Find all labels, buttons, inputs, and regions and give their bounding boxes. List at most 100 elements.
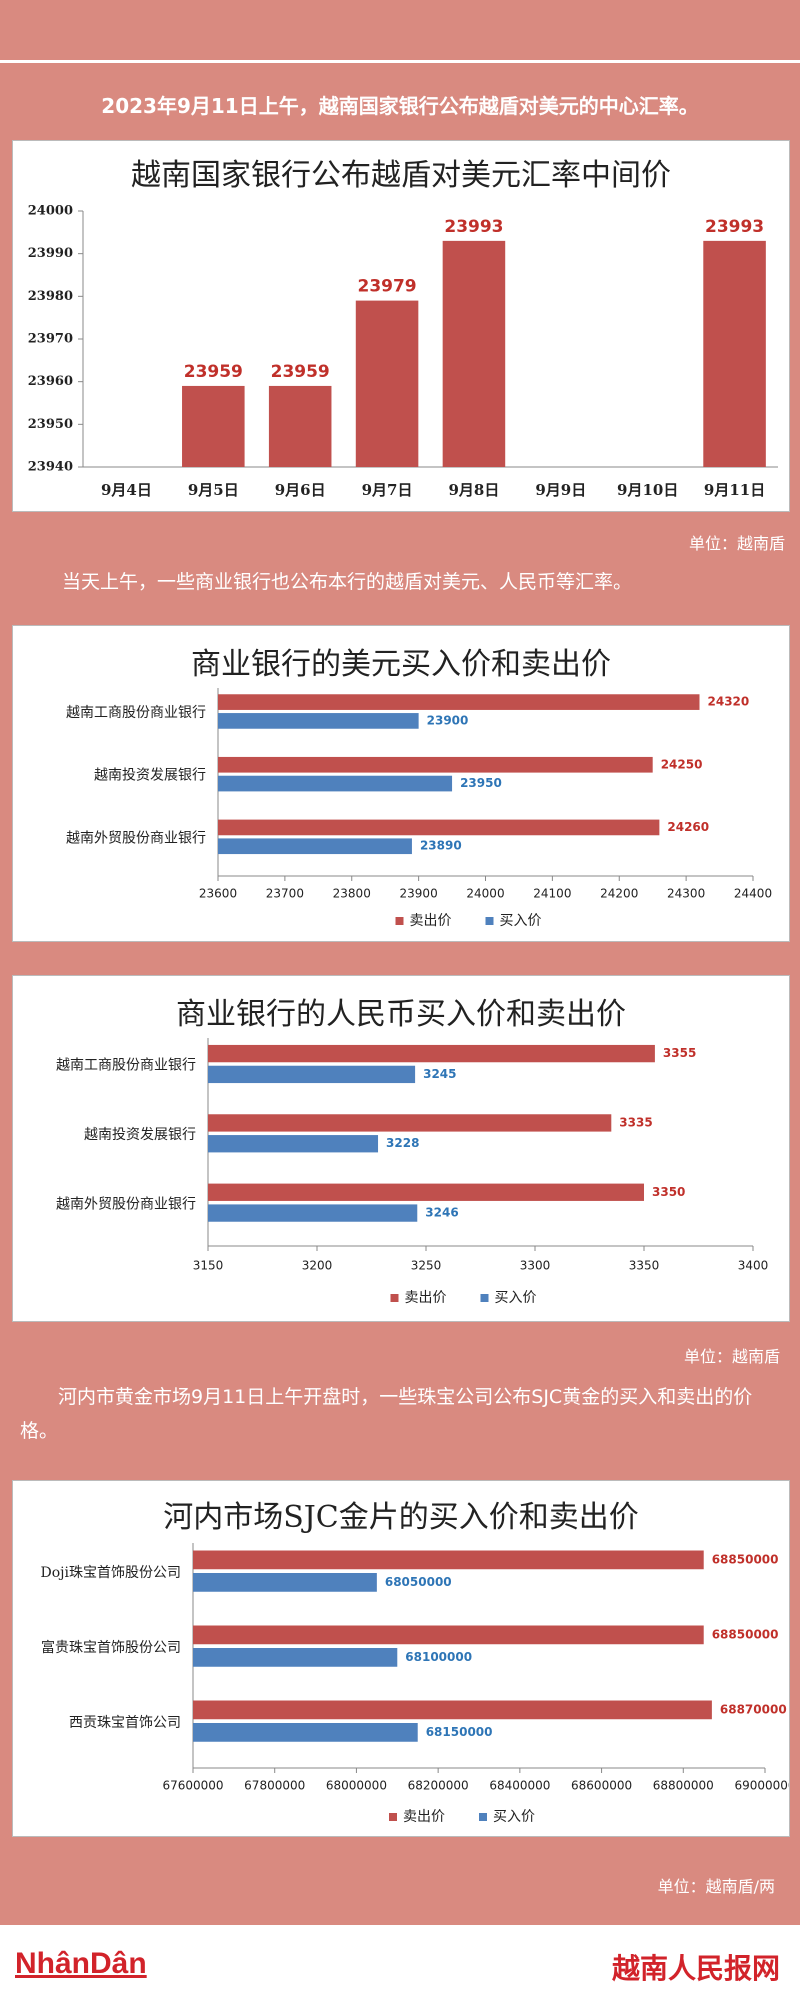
logo: 越南人民报网 — [611, 1952, 780, 1985]
bar — [208, 1044, 655, 1063]
y-tick-label: Doji珠宝首饰股份公司 — [41, 1565, 181, 1581]
x-tick-label: 68600000 — [571, 1779, 632, 1793]
bar — [193, 1723, 418, 1742]
chart: 河内市场SJC金片的买入价和卖出价 67600000 67800000 6800000… — [41, 1500, 796, 1825]
x-tick-label: 3300 — [520, 1259, 551, 1273]
y-tick-label: 富贵珠宝首饰股份公司 — [41, 1639, 181, 1656]
legend-label: 卖出价 — [403, 1809, 445, 1825]
x-tick-label: 68000000 — [326, 1779, 387, 1793]
legend-label: 买入价 — [500, 913, 542, 929]
y-tick-label: 23950 — [28, 417, 73, 432]
bar — [218, 756, 653, 773]
data-label: 23950 — [460, 776, 502, 790]
data-label: 23993 — [705, 217, 764, 237]
legend-label: 卖出价 — [410, 913, 452, 929]
unit-note: 单位：越南盾 — [688, 534, 785, 553]
bar — [218, 694, 700, 710]
legend-swatch — [390, 1294, 399, 1302]
legend-swatch — [395, 917, 404, 925]
bar — [208, 1065, 416, 1084]
x-tick-label: 67600000 — [162, 1779, 223, 1793]
x-tick-label: 9月11日 — [704, 481, 765, 499]
chart-box: 河内市场SJC金片的买入价和卖出价 67600000 67800000 6800000… — [12, 1480, 796, 1837]
paragraph: 河内市黄金市场9月11日上午开盘时，一些珠宝公司公布SJC黄金的买入和卖出的价格… — [20, 1386, 753, 1442]
y-tick-label: 越南投资发展银行 — [84, 1127, 196, 1143]
bar — [218, 819, 660, 836]
bar — [268, 385, 332, 467]
bar — [193, 1550, 704, 1570]
legend-label: 买入价 — [495, 1290, 537, 1306]
x-tick-label: 68400000 — [489, 1779, 550, 1793]
x-tick-label: 24400 — [734, 887, 772, 901]
x-tick-label: 3200 — [302, 1259, 333, 1273]
y-tick-label: 越南投资发展银行 — [94, 768, 206, 784]
data-label: 23890 — [420, 839, 462, 853]
top-rule — [0, 60, 800, 63]
unit-note: 单位：越南盾/两 — [657, 1877, 775, 1896]
y-tick-label: 越南工商股份商业银行 — [66, 705, 206, 721]
x-tick-label: 24100 — [533, 887, 571, 901]
data-label: 68150000 — [426, 1725, 493, 1739]
legend-swatch — [479, 1813, 487, 1821]
chart: 越南国家银行公布越盾对美元汇率中间价 23940 23950 23960 23970 23… — [28, 158, 778, 499]
bar — [208, 1183, 644, 1201]
chart-title: 河内市场SJC金片的买入价和卖出价 — [163, 1500, 639, 1535]
x-tick-label: 9月6日 — [275, 481, 326, 499]
x-tick-label: 23900 — [400, 887, 438, 901]
bar — [442, 240, 506, 467]
x-tick-label: 67800000 — [244, 1779, 305, 1793]
x-tick-label: 69000000 — [734, 1779, 789, 1793]
chart-box: 商业银行的人民币买入价和卖出价 3150 3200 3250 3300 3350 3400 越… — [12, 975, 790, 1322]
y-tick-label: 越南外贸股份商业银行 — [56, 1196, 196, 1212]
x-tick-label: 24000 — [466, 887, 504, 901]
chart: 商业银行的美元买入价和卖出价 23600 23700 23800 23900 24000 2… — [66, 647, 772, 929]
data-label: 23959 — [184, 362, 243, 382]
data-label: 68100000 — [405, 1650, 472, 1664]
data-label: 24320 — [708, 695, 750, 709]
legend-swatch — [485, 917, 494, 925]
x-tick-label: 9月4日 — [101, 481, 152, 499]
bar — [218, 838, 412, 855]
y-tick-label: 24000 — [28, 204, 73, 219]
data-label: 3335 — [619, 1115, 652, 1129]
data-label: 23993 — [444, 217, 503, 237]
y-tick-label: 23970 — [28, 332, 73, 347]
bar — [218, 775, 453, 792]
legend-label: 卖出价 — [405, 1290, 447, 1306]
x-tick-label: 24200 — [600, 887, 638, 901]
x-tick-label: 68800000 — [653, 1779, 714, 1793]
data-label: 3228 — [386, 1136, 419, 1150]
data-label: 68050000 — [385, 1575, 452, 1589]
bar — [703, 240, 766, 467]
unit-note: 单位：越南盾 — [683, 1347, 780, 1366]
bar — [208, 1135, 379, 1153]
data-label: 23900 — [427, 713, 469, 727]
x-tick-label: 3350 — [629, 1259, 660, 1273]
x-tick-label: 9月7日 — [362, 481, 413, 499]
data-label: 68870000 — [720, 1702, 787, 1716]
footer: NhânDân 越南人民报网 — [0, 1925, 800, 2000]
data-label: 24260 — [667, 820, 709, 834]
y-tick-label: 西贡珠宝首饰公司 — [69, 1715, 181, 1731]
y-tick-label: 23960 — [28, 374, 73, 389]
data-label: 3245 — [423, 1067, 456, 1081]
x-tick-label: 9月5日 — [188, 481, 239, 499]
chart: 商业银行的人民币买入价和卖出价 3150 3200 3250 3300 3350 3400 越… — [56, 997, 769, 1306]
bar — [193, 1648, 398, 1667]
bar — [193, 1625, 704, 1645]
paragraph: 当天上午，一些商业银行也公布本行的越盾对美元、人民币等汇率。 — [62, 571, 633, 593]
bar — [218, 713, 419, 729]
chart-title: 商业银行的美元买入价和卖出价 — [191, 647, 611, 682]
bar — [355, 300, 419, 467]
legend-swatch — [480, 1294, 489, 1302]
x-tick-label: 3400 — [738, 1259, 769, 1273]
data-label: 24250 — [661, 757, 703, 771]
data-label: 3246 — [425, 1206, 458, 1220]
data-label: 23979 — [357, 277, 416, 297]
y-tick-label: 越南工商股份商业银行 — [56, 1058, 196, 1074]
data-label: 23959 — [271, 362, 330, 382]
chart-title: 越南国家银行公布越盾对美元汇率中间价 — [131, 158, 671, 193]
bar — [182, 385, 245, 467]
intro: 2023年9月11日上午，越南国家银行公布越盾对美元的中心汇率。 — [101, 94, 699, 118]
x-tick-label: 23700 — [266, 887, 304, 901]
